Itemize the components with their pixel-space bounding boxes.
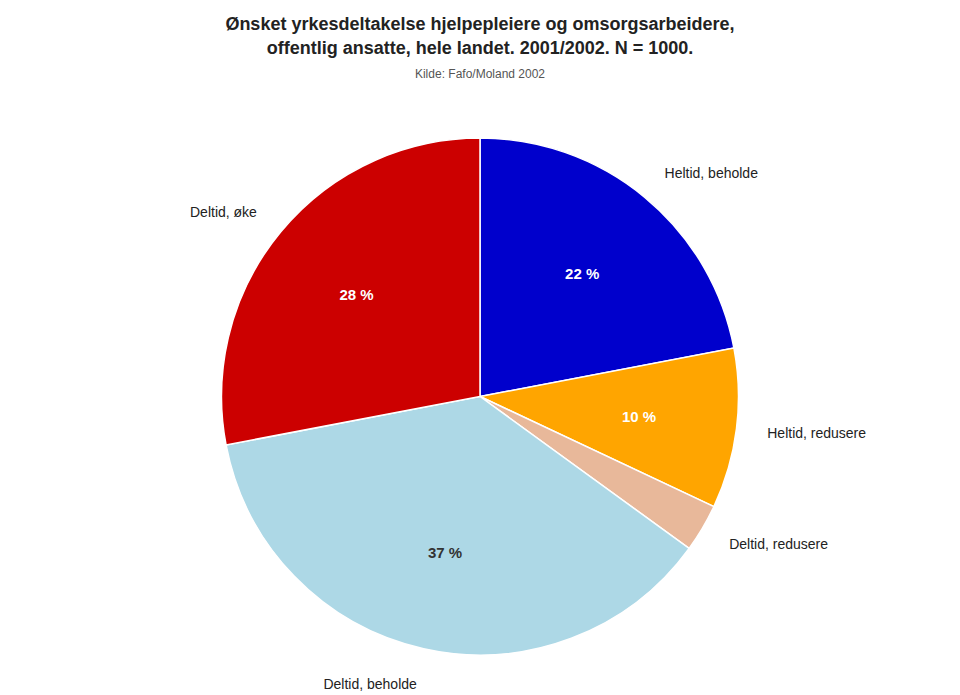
title: Ønsket yrkesdeltakelse hjelpepleiere og … bbox=[225, 14, 734, 58]
data-label: 28 % bbox=[339, 286, 373, 303]
category-label: Deltid, redusere bbox=[729, 536, 828, 552]
labels: 22 % 10 % 37 % 28 % Heltid, beholde Heltid, r… bbox=[190, 165, 866, 692]
slice bbox=[226, 397, 689, 655]
data-label: 37 % bbox=[428, 544, 462, 561]
data-label: 10 % bbox=[622, 408, 656, 425]
pie bbox=[222, 138, 739, 655]
category-label: Heltid, beholde bbox=[665, 165, 759, 181]
chart: Ønsket yrkesdeltakelse hjelpepleiere og … bbox=[0, 0, 960, 695]
subtitle: Kilde: Fafo/Moland 2002 bbox=[415, 67, 545, 81]
title-line: Ønsket yrkesdeltakelse hjelpepleiere og … bbox=[225, 14, 734, 34]
category-label: Deltid, øke bbox=[190, 204, 257, 220]
slice bbox=[222, 138, 480, 445]
category-label: Deltid, beholde bbox=[323, 676, 417, 692]
title-line: offentlig ansatte, hele landet. 2001/200… bbox=[267, 38, 694, 58]
category-label: Heltid, redusere bbox=[767, 425, 866, 441]
data-label: 22 % bbox=[565, 265, 599, 282]
